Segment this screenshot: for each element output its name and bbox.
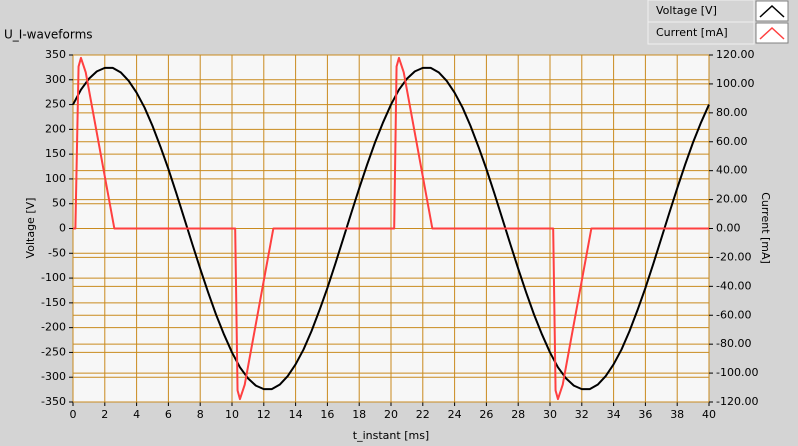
x-tick-label: 34 [607,408,621,421]
y-axis-label: Voltage [V] [24,198,37,259]
x-tick-label: 0 [70,408,77,421]
y2-tick-label: -40.00 [716,279,751,292]
x-tick-label: 20 [384,408,398,421]
y2-tick-label: -100.00 [716,366,758,379]
x-tick-label: 24 [448,408,462,421]
y-tick-label: 250 [45,98,66,111]
y-tick-label: 200 [45,122,66,135]
y-tick-label: -300 [41,370,66,383]
x-axis-label: t_instant [ms] [353,429,429,442]
y2-tick-label: 100.00 [716,77,755,90]
x-tick-label: 10 [225,408,239,421]
chart-title: U_I-waveforms [4,28,93,42]
y-tick-label: 300 [45,73,66,86]
legend-label: Voltage [V] [656,4,717,17]
x-tick-label: 36 [638,408,652,421]
y-tick-label: -350 [41,395,66,408]
y-tick-label: 350 [45,48,66,61]
series-line [73,56,709,401]
x-tick-label: 14 [289,408,303,421]
y2-tick-label: 40.00 [716,164,748,177]
x-tick-label: 6 [165,408,172,421]
x-tick-label: 30 [543,408,557,421]
y-tick-label: -100 [41,271,66,284]
series-line [72,66,710,391]
y-tick-label: 0 [59,222,66,235]
legend-swatch [759,4,785,18]
y2-tick-label: 80.00 [716,106,748,119]
y2-tick-label: -20.00 [716,250,751,263]
y2-axis-label: Current [mA] [759,192,772,264]
y2-tick-label: -60.00 [716,308,751,321]
x-tick-label: 26 [479,408,493,421]
y2-tick-label: 20.00 [716,193,748,206]
y-tick-label: 150 [45,147,66,160]
x-tick-label: 4 [133,408,140,421]
y-tick-label: -150 [41,296,66,309]
x-tick-label: 38 [670,408,684,421]
x-tick-label: 28 [511,408,525,421]
x-tick-label: 12 [257,408,271,421]
x-tick-label: 2 [101,408,108,421]
x-tick-label: 22 [416,408,430,421]
y2-tick-label: 120.00 [716,48,755,61]
x-tick-label: 18 [352,408,366,421]
y2-tick-label: 60.00 [716,135,748,148]
x-tick-label: 8 [197,408,204,421]
y2-tick-label: -80.00 [716,337,751,350]
y-tick-label: -50 [48,246,66,259]
legend-swatch [759,26,785,40]
y-tick-label: -250 [41,345,66,358]
x-tick-label: 40 [702,408,716,421]
y2-tick-label: -120.00 [716,395,758,408]
y-tick-label: 100 [45,172,66,185]
y2-tick-label: 0.00 [716,222,741,235]
legend-swatch-box [755,22,789,44]
x-tick-label: 32 [575,408,589,421]
x-tick-label: 16 [320,408,334,421]
legend-swatch-box [755,0,789,22]
legend-row [647,21,755,45]
y-tick-label: -200 [41,321,66,334]
y-tick-label: 50 [52,197,66,210]
legend-label: Current [mA] [656,26,728,39]
